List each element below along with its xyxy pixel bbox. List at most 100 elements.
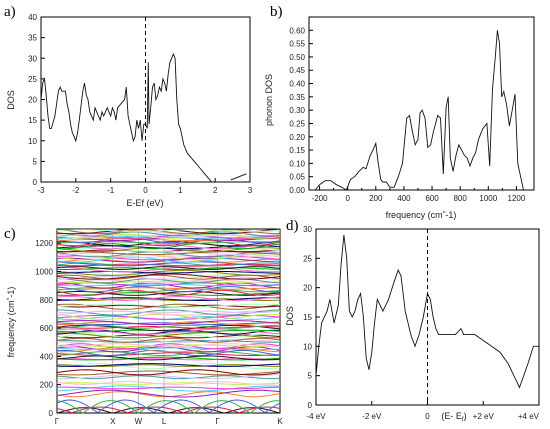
chart-d-ylabel: DOS (285, 306, 295, 326)
chart-c-band (56, 296, 281, 302)
chart-c-xtick-label: W (135, 417, 143, 426)
chart-c-xtick-label: K (277, 417, 283, 426)
chart-d-ytick-label: 30 (303, 225, 312, 234)
chart-c-ytick-label: 600 (40, 324, 54, 333)
chart-c-ticks: 0 200 400 600 800 1000 1200 Γ X W L Γ K (35, 239, 283, 426)
chart-b-ytick-label: 0.15 (289, 146, 305, 155)
chart-b-ytick-label: 0.45 (289, 66, 305, 75)
chart-a-extra-segment (230, 173, 247, 181)
chart-c-band (56, 400, 281, 414)
chart-a-xtick-label: -3 (37, 186, 45, 195)
chart-c-band (57, 309, 281, 316)
chart-d-ytick-label: 5 (308, 372, 313, 381)
chart-b-ytick-label: 0.00 (289, 186, 305, 195)
chart-c-band (56, 266, 281, 273)
chart-c-xtick-label: L (162, 417, 167, 426)
chart-a-xtick-label: 0 (143, 186, 148, 195)
chart-c-bands (56, 228, 281, 414)
chart-b-xtick-label: 400 (397, 194, 411, 203)
chart-a-ytick-label: 10 (28, 137, 37, 146)
chart-b-xtick-label: 600 (425, 194, 439, 203)
chart-b-xtick-label: 1200 (508, 194, 526, 203)
chart-c-band (56, 229, 281, 232)
chart-b-frame (308, 16, 535, 191)
chart-c-band (56, 333, 281, 339)
chart-a-ytick-label: 30 (28, 54, 37, 63)
chart-c-band (56, 369, 281, 376)
chart-d-ticks: -4 eV -2 eV 0 +2 eV +4 eV 0 5 10 15 20 25 30 (303, 225, 540, 421)
chart-b-ytick-label: 0.20 (289, 133, 305, 142)
chart-d-ytick-label: 20 (303, 284, 312, 293)
chart-a-xtick-label: 2 (213, 186, 218, 195)
chart-c-xtick-label: Γ (55, 417, 60, 426)
chart-d-xtick-label: +4 eV (518, 412, 540, 421)
chart-c-band (56, 324, 280, 329)
chart-c-band (56, 303, 281, 308)
chart-b-ytick-label: 0.35 (289, 93, 305, 102)
chart-a-ytick-label: 25 (28, 75, 37, 84)
chart-c-band (56, 326, 281, 329)
chart-a-ylabel: DOS (6, 90, 16, 110)
chart-c-band (56, 255, 281, 259)
chart-c-band (56, 251, 281, 258)
chart-c-band (56, 266, 281, 271)
chart-c-band (56, 243, 281, 250)
chart-c-band (56, 298, 281, 301)
chart-c-band (57, 321, 281, 325)
chart-c-band (57, 344, 280, 348)
chart-c-band (56, 382, 281, 385)
chart-c-band (56, 363, 281, 370)
chart-c-xtick-label: Γ (215, 417, 220, 426)
chart-d-xtick-label: -2 eV (362, 412, 382, 421)
chart-c-band (56, 322, 280, 325)
chart-a-ytick-label: 15 (28, 116, 37, 125)
chart-c-band (56, 389, 281, 398)
chart-a-ytick-label: 35 (28, 34, 37, 43)
chart-a-xtick-label: 1 (178, 186, 183, 195)
chart-c-band (56, 273, 281, 280)
chart-b-xlabel-sup: ^ (443, 211, 446, 217)
chart-a-xlabel: E-Ef (eV) (126, 198, 163, 208)
chart-c-band (57, 343, 281, 348)
chart-c-ytick-label: 800 (40, 296, 54, 305)
chart-c-band (56, 337, 281, 343)
chart-c-band (56, 289, 281, 296)
chart-b-ytick-label: 0.10 (289, 159, 305, 168)
chart-c-band (56, 245, 281, 250)
chart-c-band (56, 356, 281, 361)
chart-c-band (56, 355, 281, 361)
chart-c-band (56, 297, 281, 301)
chart-panel-d: -4 eV -2 eV 0 +2 eV +4 eV 0 5 10 15 20 25 30 DOS (E… (285, 225, 540, 423)
chart-d-xtick-label: -4 eV (306, 412, 326, 421)
chart-a-ytick-label: 5 (33, 157, 38, 166)
chart-d-xtick-label: 0 (425, 412, 430, 421)
panel-label-a: a) (4, 4, 16, 20)
chart-b-ytick-label: 0.30 (289, 106, 305, 115)
chart-panel-b: -200 0 200 400 600 800 1000 1200 0.00 0.05 0.10 0.1… (264, 16, 535, 220)
chart-c-ytick-label: 200 (40, 381, 54, 390)
chart-c-band (56, 399, 281, 414)
chart-c-band (56, 261, 281, 267)
chart-b-ytick-label: 0.25 (289, 119, 305, 128)
chart-b-xtick-label: -200 (312, 194, 329, 203)
chart-c-band (56, 233, 281, 239)
chart-a-xtick-label: -2 (72, 186, 80, 195)
chart-a-ytick-label: 20 (28, 96, 37, 105)
chart-d-xtick-label: +2 eV (473, 412, 495, 421)
chart-a-xtick-label: 3 (248, 186, 253, 195)
chart-c-band (56, 286, 281, 293)
chart-b-xtick-label: 800 (453, 194, 467, 203)
chart-c-band (56, 332, 280, 339)
chart-c-band (56, 347, 281, 351)
chart-c-band (56, 406, 281, 414)
chart-c-ytick-label: 400 (40, 352, 54, 361)
chart-a-xtick-label: -1 (107, 186, 115, 195)
chart-c-band (56, 352, 281, 356)
chart-d-xlabel: (E- Ef) (441, 411, 466, 423)
chart-c-band (56, 237, 281, 244)
chart-c-band (56, 244, 281, 250)
chart-b-ytick-label: 0.60 (289, 26, 305, 35)
